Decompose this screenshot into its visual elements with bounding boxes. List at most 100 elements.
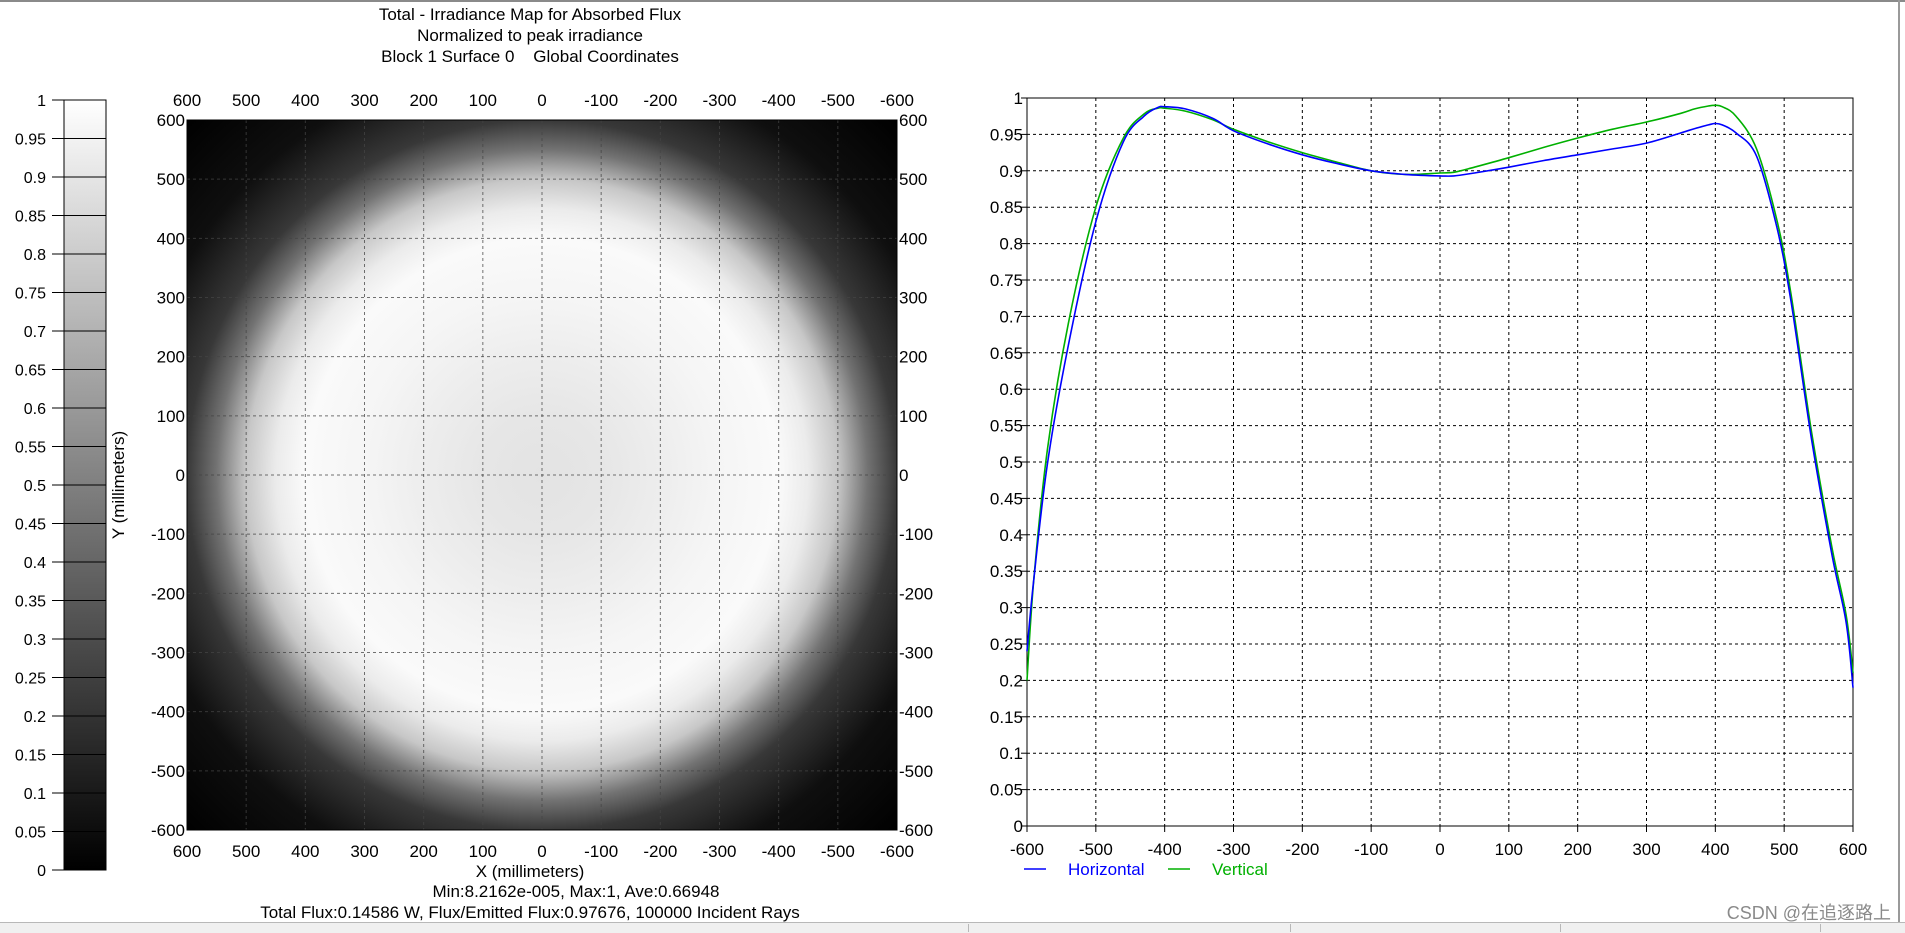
heatmap-x-tick-top: -300 [702, 91, 736, 110]
colorbar-tick-label: 0.8 [24, 247, 46, 264]
colorbar-tick-label: 1 [37, 93, 46, 110]
line-chart-y-tick-label: 0.4 [999, 526, 1023, 545]
colorbar-tick-label: 0.1 [24, 786, 46, 803]
heatmap-y-tick-left: 0 [176, 466, 185, 485]
colorbar-tick-label: 0.35 [15, 594, 46, 611]
map-total-flux: Total Flux:0.14586 W, Flux/Emitted Flux:… [260, 903, 800, 922]
colorbar-tick-label: 0.7 [24, 324, 46, 341]
line-chart-x-tick-label: -600 [1010, 840, 1044, 859]
colorbar-tick-label: 0.6 [24, 401, 46, 418]
heatmap-y-tick-left: 400 [157, 229, 185, 248]
heatmap-y-tick-right: 0 [899, 466, 908, 485]
line-chart-y-tick-label: 0.6 [999, 380, 1023, 399]
status-bar-divider [1290, 924, 1291, 932]
heatmap-x-tick-top: 0 [537, 91, 546, 110]
irradiance-heatmap: 60060050050040040030030020020010010000-1… [109, 91, 933, 881]
heatmap-y-tick-left: -200 [151, 584, 185, 603]
window-top-border [0, 0, 1905, 2]
heatmap-x-tick-top: -500 [821, 91, 855, 110]
colorbar-tick-label: 0.75 [15, 286, 46, 303]
colorbar-tick-label: 0.5 [24, 478, 46, 495]
line-chart-y-tick-label: 0.35 [990, 562, 1023, 581]
line-chart-y-tick-label: 0.8 [999, 235, 1023, 254]
heatmap-frame [186, 119, 898, 831]
map-stats-block: Min:8.2162e-005, Max:1, Ave:0.66948 Tota… [260, 882, 800, 922]
line-chart-y-tick-label: 0.05 [990, 781, 1023, 800]
colorbar-tick-label: 0.55 [15, 440, 46, 457]
heatmap-y-tick-right: -500 [899, 762, 933, 781]
colorbar: 1 0.95 0.9 0.85 0.8 0.75 0.7 0.65 0.6 0.55 0.5 0.45… [15, 93, 107, 880]
colorbar-tick-label: 0.25 [15, 671, 46, 688]
map-title-block: Total - Irradiance Map for Absorbed Flux… [379, 5, 682, 66]
line-chart-tick-labels: -600 -500 -400 -300 -200 -100 0 100 200 300 400 500… [990, 89, 1867, 859]
colorbar-tick-label: 0.65 [15, 363, 46, 380]
line-chart-y-tick-label: 0.3 [999, 599, 1023, 618]
line-chart-x-tick-label: 100 [1495, 840, 1523, 859]
line-chart-x-tick-label: 300 [1632, 840, 1660, 859]
heatmap-y-tick-right: -300 [899, 644, 933, 663]
heatmap-y-tick-left: 600 [157, 111, 185, 130]
line-chart-y-tick-label: 0.9 [999, 162, 1023, 181]
heatmap-x-tick-top: 500 [232, 91, 260, 110]
line-chart-y-tick-label: 0.45 [990, 489, 1023, 508]
line-chart-x-tick-label: -200 [1285, 840, 1319, 859]
line-chart-y-tick-label: 0.85 [990, 198, 1023, 217]
legend-label-vertical: Vertical [1212, 860, 1268, 879]
profile-line-chart: -600 -500 -400 -300 -200 -100 0 100 200 300 400 500… [990, 89, 1867, 879]
heatmap-y-tick-left: -300 [151, 644, 185, 663]
status-bar-divider [1560, 924, 1561, 932]
heatmap-x-tick-bottom: 300 [350, 842, 378, 861]
heatmap-y-tick-right: 200 [899, 348, 927, 367]
line-chart-legend: Horizontal Vertical [1024, 860, 1268, 879]
heatmap-y-tick-right: 100 [899, 407, 927, 426]
heatmap-y-tick-right: -400 [899, 703, 933, 722]
heatmap-y-tick-left: 300 [157, 289, 185, 308]
colorbar-tick-label: 0.9 [24, 170, 46, 187]
heatmap-x-tick-bottom: -400 [762, 842, 796, 861]
heatmap-y-tick-left: 500 [157, 170, 185, 189]
heatmap-x-tick-bottom: -100 [584, 842, 618, 861]
line-chart-y-tick-label: 0.55 [990, 417, 1023, 436]
heatmap-x-tick-bottom: -300 [702, 842, 736, 861]
colorbar-tick-label: 0.05 [15, 825, 46, 842]
heatmap-y-tick-right: 500 [899, 170, 927, 189]
heatmap-tick-labels: 60060050050040040030030020020010010000-1… [151, 91, 933, 861]
line-chart-y-tick-label: 0.25 [990, 635, 1023, 654]
heatmap-x-tick-bottom: -500 [821, 842, 855, 861]
heatmap-x-tick-top: 400 [291, 91, 319, 110]
heatmap-x-tick-bottom: 400 [291, 842, 319, 861]
heatmap-y-tick-right: 300 [899, 289, 927, 308]
colorbar-tick-label: 0.3 [24, 632, 46, 649]
heatmap-y-tick-right: 600 [899, 111, 927, 130]
line-chart-y-tick-label: 0.5 [999, 453, 1023, 472]
line-series-horizontal [1026, 105, 1854, 688]
colorbar-tick-label: 0.15 [15, 748, 46, 765]
heatmap-y-axis-label: Y (millimeters) [109, 431, 128, 539]
heatmap-y-tick-left: -100 [151, 525, 185, 544]
heatmap-x-tick-top: -100 [584, 91, 618, 110]
heatmap-x-tick-bottom: -200 [643, 842, 677, 861]
heatmap-x-tick-top: 600 [173, 91, 201, 110]
heatmap-x-tick-bottom: -600 [880, 842, 914, 861]
line-chart-x-tick-label: -400 [1148, 840, 1182, 859]
colorbar-tick-label: 0 [37, 863, 46, 880]
line-chart-x-tick-label: -100 [1354, 840, 1388, 859]
watermark-text: CSDN @在追逐路上 [1726, 903, 1891, 923]
heatmap-x-tick-top: -200 [643, 91, 677, 110]
map-title: Total - Irradiance Map for Absorbed Flux [379, 5, 682, 24]
heatmap-x-tick-bottom: 0 [537, 842, 546, 861]
line-chart-y-tick-label: 0.15 [990, 708, 1023, 727]
line-chart-y-tick-label: 0.65 [990, 344, 1023, 363]
map-subtitle: Normalized to peak irradiance [417, 26, 643, 45]
heatmap-x-axis-label: X (millimeters) [476, 862, 585, 881]
colorbar-ticks: 1 0.95 0.9 0.85 0.8 0.75 0.7 0.65 0.6 0.55 0.5 0.45… [15, 93, 106, 880]
line-chart-y-tick-label: 0.95 [990, 125, 1023, 144]
colorbar-tick-label: 0.95 [15, 132, 46, 149]
line-chart-x-tick-label: -300 [1216, 840, 1250, 859]
heatmap-y-tick-right: -100 [899, 525, 933, 544]
status-bar [0, 922, 1905, 933]
heatmap-y-tick-right: -200 [899, 584, 933, 603]
colorbar-tick-label: 0.2 [24, 709, 46, 726]
heatmap-y-tick-left: 200 [157, 348, 185, 367]
